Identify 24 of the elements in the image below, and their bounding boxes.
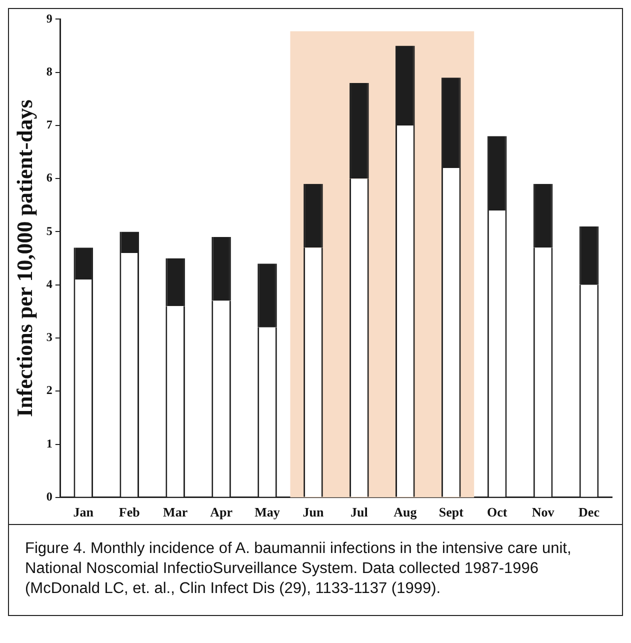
y-tick-label: 9 (46, 11, 52, 26)
x-tick-label: Oct (486, 504, 508, 520)
x-tick-label: Apr (210, 504, 233, 520)
y-axis-title: Infections per 10,000 patient-days (12, 99, 37, 417)
x-tick-label: Mar (163, 504, 188, 520)
x-tick-label: Sept (438, 504, 464, 520)
y-tick-label: 8 (46, 64, 52, 78)
x-tick-label: Nov (532, 504, 555, 520)
x-tick-label: Aug (394, 504, 418, 520)
y-tick-label: 2 (46, 383, 52, 398)
x-tick-label: Jun (302, 504, 324, 520)
caption: Figure 4. Monthly incidence of A. baumannii infections in the intensive care unit, National Noscomial InfectioSurveillance System. Data collected 1987-1996 (McDonald LC, et. al., Clin Infect Dis (29), 1133-1137 (1999). (9, 524, 622, 615)
y-tick-label: 7 (46, 118, 52, 132)
y-tick-label: 4 (46, 276, 52, 291)
y-tick-label: 6 (46, 170, 52, 185)
y-tick-label: 1 (46, 436, 52, 450)
y-tick-label: 3 (46, 330, 52, 344)
x-tick-label: Feb (118, 504, 140, 520)
x-tick-label: Dec (578, 504, 600, 520)
x-tick-label: May (254, 504, 280, 520)
y-tick-label: 0 (46, 489, 52, 504)
y-tick-label: 5 (46, 224, 52, 238)
x-tick-label: Jan (73, 504, 94, 520)
x-tick-label: Jul (350, 504, 368, 520)
